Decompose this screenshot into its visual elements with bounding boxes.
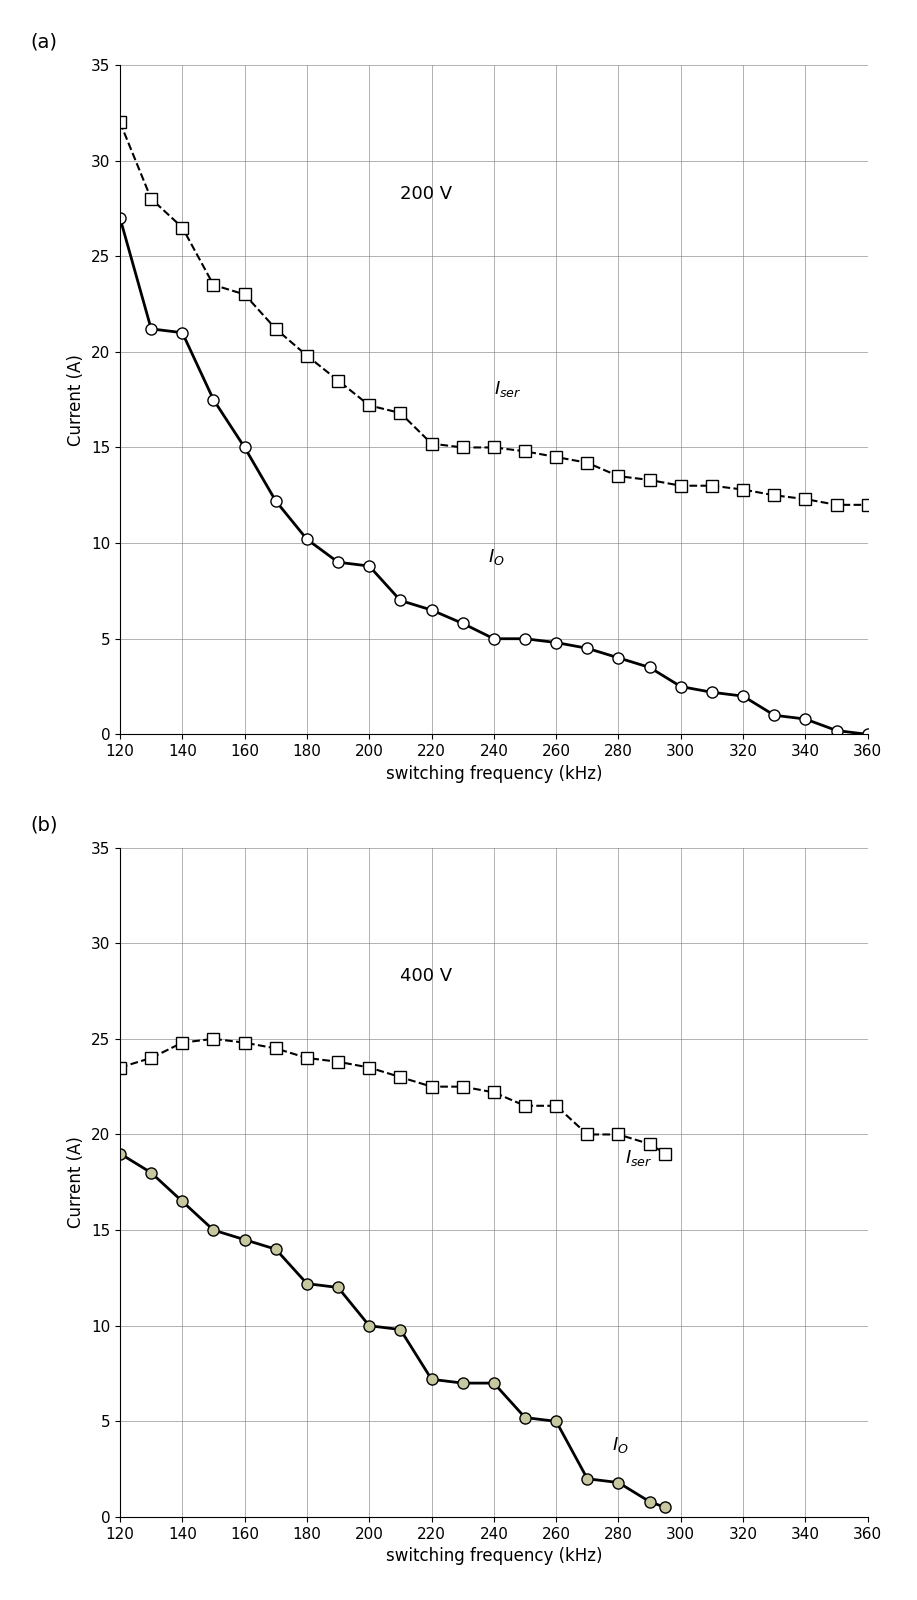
Text: 400 V: 400 V	[401, 968, 452, 986]
Y-axis label: Current (A): Current (A)	[67, 1136, 85, 1229]
Text: 200 V: 200 V	[401, 186, 452, 203]
Text: $I_O$: $I_O$	[613, 1435, 629, 1454]
Text: (a): (a)	[30, 32, 57, 51]
Text: $I_{ser}$: $I_{ser}$	[494, 379, 522, 398]
Text: $I_O$: $I_O$	[488, 547, 504, 568]
X-axis label: switching frequency (kHz): switching frequency (kHz)	[386, 1547, 602, 1565]
X-axis label: switching frequency (kHz): switching frequency (kHz)	[386, 765, 602, 782]
Y-axis label: Current (A): Current (A)	[67, 354, 85, 445]
Text: (b): (b)	[30, 814, 58, 834]
Text: $I_{ser}$: $I_{ser}$	[624, 1149, 652, 1168]
